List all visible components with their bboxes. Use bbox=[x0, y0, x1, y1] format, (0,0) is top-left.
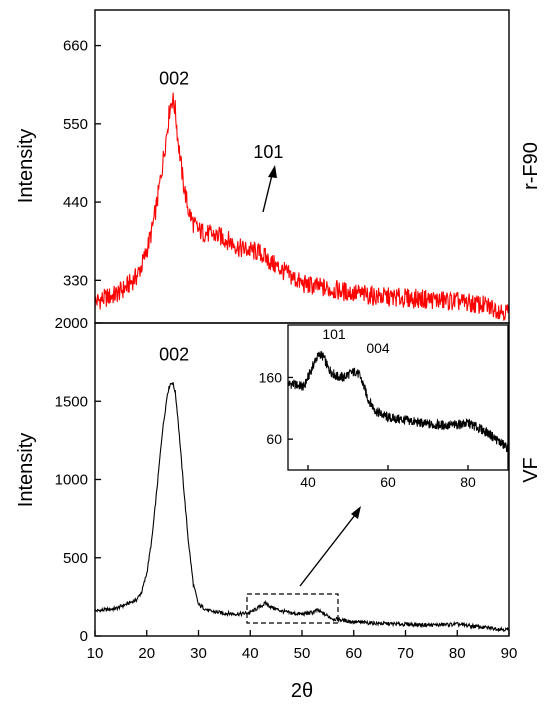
bottom-x-tick-label-10: 10 bbox=[87, 645, 104, 662]
inset-peak-label-004: 004 bbox=[366, 340, 390, 356]
bottom-axis-ticks: 0 500 1000 1500 2000 10 20 30 40 50 60 70 80 90 bbox=[55, 315, 518, 662]
inset-y-tick-label-60: 60 bbox=[266, 431, 282, 447]
top-y-tick-label-660: 660 bbox=[63, 38, 88, 55]
bottom-x-tick-label-60: 60 bbox=[345, 645, 362, 662]
bottom-y-tick-label-2000: 2000 bbox=[55, 315, 88, 332]
inset-x-tick-label-60: 60 bbox=[380, 474, 396, 490]
x-axis-label: 2θ bbox=[291, 680, 313, 702]
inset-y-tick-label-160: 160 bbox=[259, 369, 283, 385]
bottom-y-tick-label-0: 0 bbox=[80, 628, 88, 645]
top-y-ticks: 330 440 550 660 bbox=[63, 38, 101, 289]
top-y-tick-label-440: 440 bbox=[63, 194, 88, 211]
bottom-y-tick-label-500: 500 bbox=[63, 550, 88, 567]
bottom-y-axis-label: Intensity bbox=[15, 433, 37, 507]
bottom-panel: 0 500 1000 1500 2000 10 20 30 40 50 60 70 80 90 Inten… bbox=[15, 315, 542, 702]
top-peak-label-002: 002 bbox=[159, 69, 189, 89]
bottom-x-tick-label-40: 40 bbox=[242, 645, 259, 662]
bottom-peak-label-002: 002 bbox=[159, 345, 189, 365]
bottom-x-tick-label-70: 70 bbox=[397, 645, 414, 662]
bottom-x-tick-label-80: 80 bbox=[449, 645, 466, 662]
inset-x-tick-label-80: 80 bbox=[460, 474, 476, 490]
bottom-series-line bbox=[94, 382, 510, 633]
bottom-y-tick-label-1000: 1000 bbox=[55, 472, 88, 489]
inset-background bbox=[288, 325, 508, 470]
inset-axis-ticks: 60 160 40 60 80 bbox=[259, 369, 476, 490]
bottom-x-tick-label-50: 50 bbox=[294, 645, 311, 662]
top-side-label: r-F90 bbox=[520, 142, 542, 190]
top-panel-frame bbox=[94, 9, 510, 324]
top-y-tick-label-550: 550 bbox=[63, 116, 88, 133]
inset-peak-label-101: 101 bbox=[322, 326, 346, 342]
bottom-x-tick-label-20: 20 bbox=[138, 645, 155, 662]
bottom-y-tick-label-1500: 1500 bbox=[55, 393, 88, 410]
inset-panel: 60 160 40 60 80 101 004 bbox=[259, 324, 509, 490]
inset-x-tick-label-40: 40 bbox=[300, 474, 316, 490]
top-series-line bbox=[94, 92, 510, 321]
zoom-arrow bbox=[299, 506, 361, 587]
inset-frame bbox=[287, 324, 509, 471]
inset-series-line bbox=[287, 351, 509, 453]
zoom-region-box bbox=[246, 593, 339, 624]
top-arrow-101 bbox=[262, 165, 277, 213]
bottom-x-tick-label-30: 30 bbox=[190, 645, 207, 662]
bottom-side-label: VF bbox=[520, 457, 542, 483]
top-panel: 330 440 550 660 Intensity r-F90 002 101 bbox=[15, 9, 542, 324]
top-y-tick-label-330: 330 bbox=[63, 272, 88, 289]
top-y-axis-label: Intensity bbox=[15, 129, 37, 203]
bottom-x-tick-label-90: 90 bbox=[501, 645, 518, 662]
top-peak-label-101: 101 bbox=[253, 142, 283, 162]
